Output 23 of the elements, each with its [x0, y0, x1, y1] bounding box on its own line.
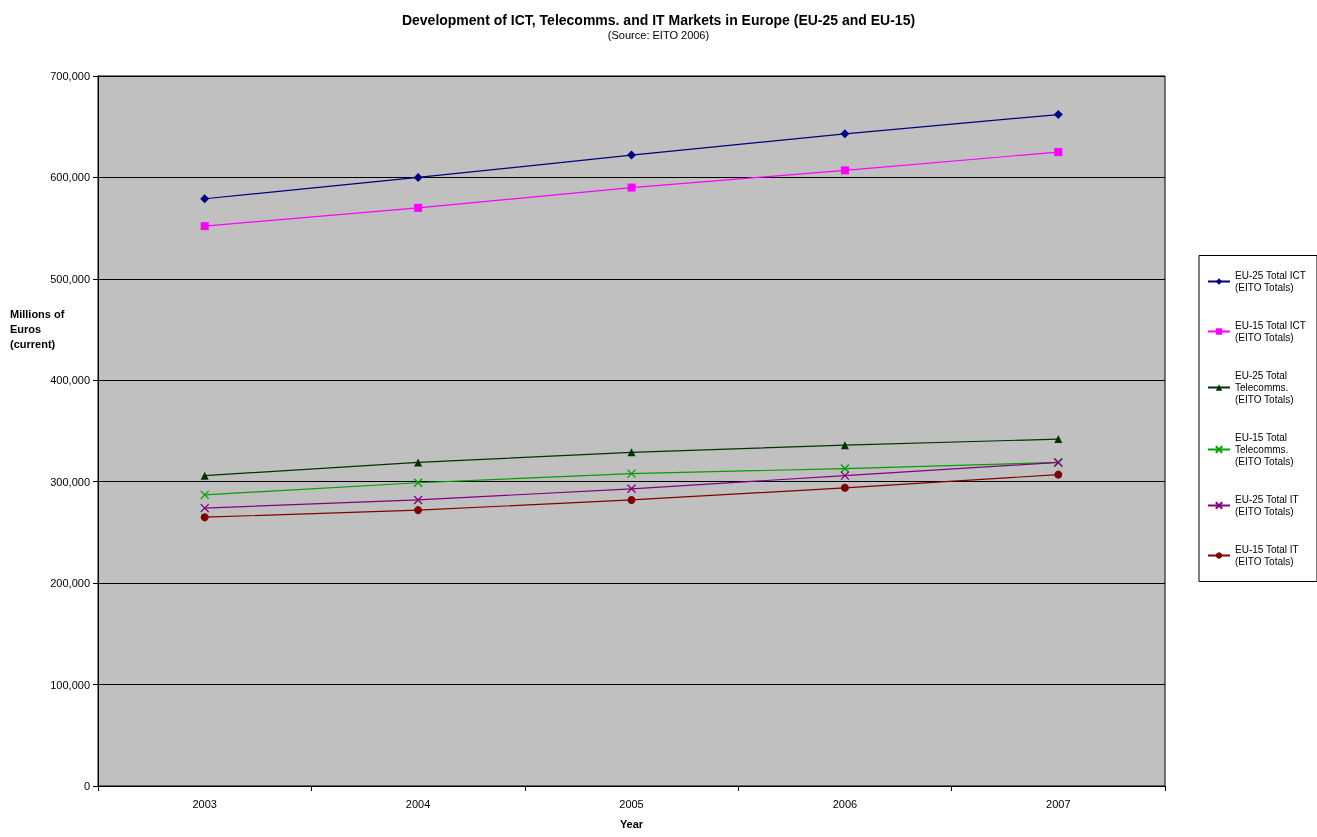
legend-label: EU-25 Total ICT (EITO Totals): [1235, 270, 1309, 293]
y-tick-label: 500,000: [50, 272, 90, 285]
chart-title: Development of ICT, Telecomms. and IT Markets in Europe (EU-25 and EU-15): [401, 12, 916, 28]
legend-label: EU-15 Total Telecomms. (EITO Totals): [1235, 432, 1294, 467]
y-tick-label: 300,000: [50, 475, 90, 488]
x-tick-label: 2006: [832, 797, 858, 810]
y-tick-label: 200,000: [50, 577, 90, 590]
legend-label: EU-15 Total IT (EITO Totals): [1235, 544, 1302, 567]
legend-label: EU-25 Total Telecomms. (EITO Totals): [1235, 370, 1294, 405]
x-tick-label: 2005: [619, 797, 644, 810]
y-tick-label: 100,000: [50, 678, 90, 691]
y-tick-label: 400,000: [50, 374, 90, 387]
x-tick-label: 2004: [405, 797, 431, 810]
legend-label: EU-25 Total IT (EITO Totals): [1235, 494, 1302, 517]
y-tick-label: 600,000: [50, 171, 90, 184]
x-tick-label: 2003: [192, 797, 217, 810]
legend-label: EU-15 Total ICT (EITO Totals): [1235, 320, 1309, 343]
chart-subtitle: (Source: EITO 2006): [607, 28, 710, 41]
x-tick-label: 2007: [1046, 797, 1071, 810]
x-axis-title: Year: [619, 817, 644, 830]
y-axis-title: Millions of Euros (current): [10, 307, 65, 350]
y-tick-label: 700,000: [50, 70, 90, 82]
y-tick-label: 0: [83, 780, 90, 792]
